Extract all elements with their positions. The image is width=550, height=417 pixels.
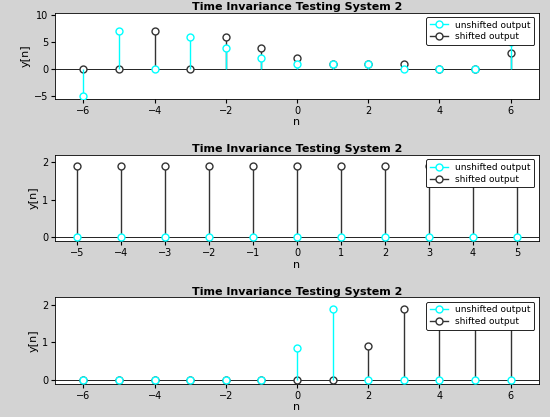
Y-axis label: y[n]: y[n]	[29, 187, 39, 209]
Y-axis label: y[n]: y[n]	[29, 329, 39, 352]
Legend: unshifted output, shifted output: unshifted output, shifted output	[426, 159, 535, 187]
X-axis label: n: n	[294, 259, 300, 269]
Title: Time Invariance Testing System 2: Time Invariance Testing System 2	[192, 2, 402, 12]
X-axis label: n: n	[294, 402, 300, 412]
Title: Time Invariance Testing System 2: Time Invariance Testing System 2	[192, 286, 402, 296]
Legend: unshifted output, shifted output: unshifted output, shifted output	[426, 17, 535, 45]
Legend: unshifted output, shifted output: unshifted output, shifted output	[426, 302, 535, 330]
Y-axis label: y[n]: y[n]	[21, 44, 31, 67]
X-axis label: n: n	[294, 117, 300, 127]
Title: Time Invariance Testing System 2: Time Invariance Testing System 2	[192, 144, 402, 154]
